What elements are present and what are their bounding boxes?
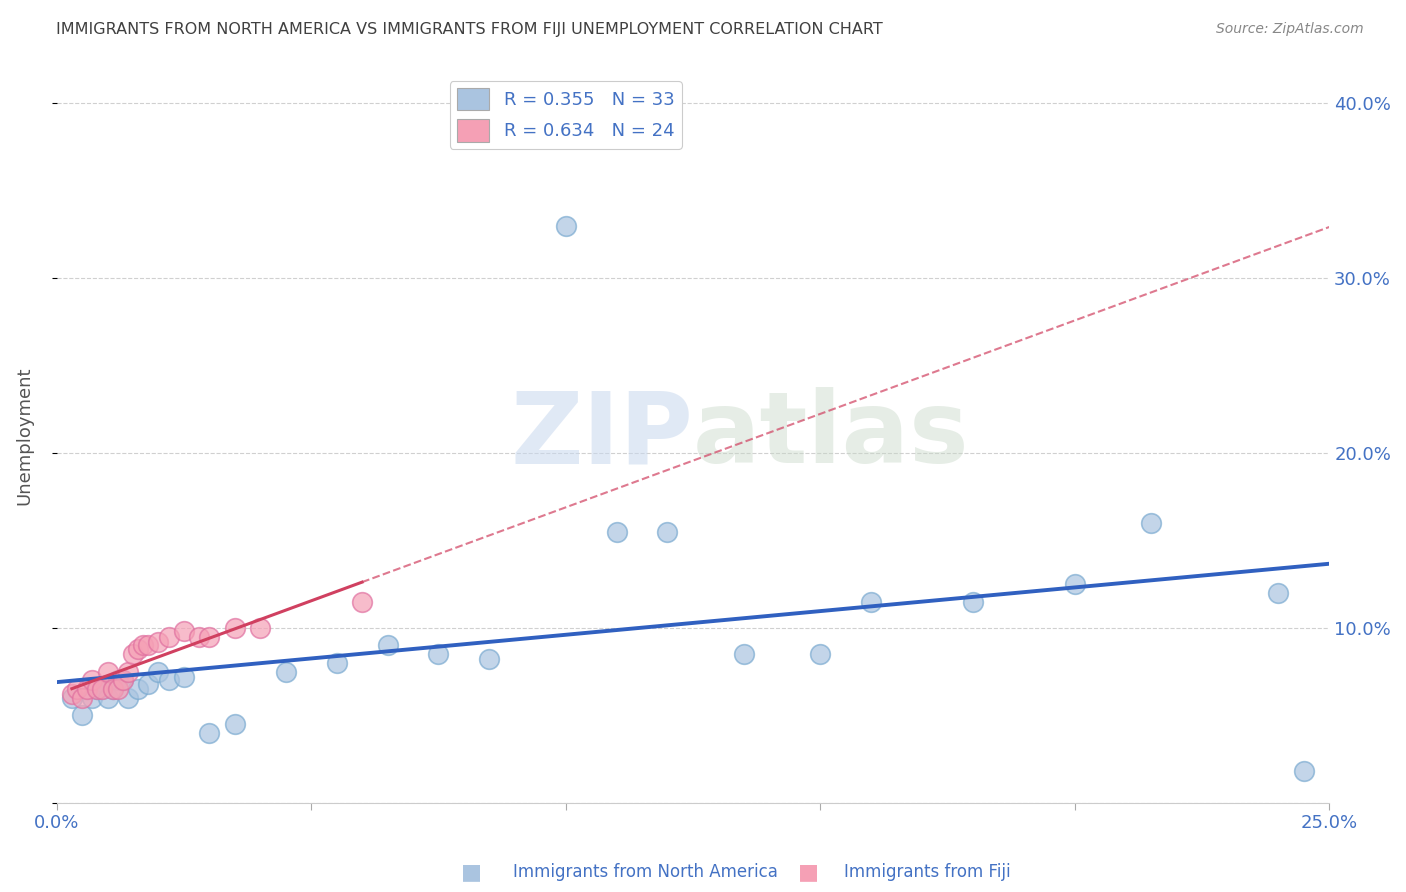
Point [1292,764,1315,779]
Point [173,670,195,684]
Point [325,656,347,670]
Point [198,725,221,739]
Point [107,673,129,688]
Point [82,690,104,705]
Point [249,621,271,635]
Point [70,690,93,705]
Point [86,681,108,696]
Point [1063,577,1085,591]
Point [808,647,831,661]
Point [66,681,89,696]
Text: Source: ZipAtlas.com: Source: ZipAtlas.com [1216,22,1364,37]
Text: Immigrants from Fiji: Immigrants from Fiji [844,863,1011,881]
Point [86,681,108,696]
Point [111,673,134,688]
Point [860,594,883,608]
Point [157,630,180,644]
Point [76,681,98,696]
Point [733,647,755,661]
Point [148,635,170,649]
Point [148,665,170,679]
Point [96,690,118,705]
Point [60,687,83,701]
Point [111,673,134,688]
Point [606,524,628,539]
Point [101,681,124,696]
Point [188,630,211,644]
Point [127,681,149,696]
Text: ■: ■ [799,863,818,882]
Point [60,690,83,705]
Point [427,647,450,661]
Point [91,681,114,696]
Point [82,673,104,688]
Point [173,624,195,639]
Text: IMMIGRANTS FROM NORTH AMERICA VS IMMIGRANTS FROM FIJI UNEMPLOYMENT CORRELATION C: IMMIGRANTS FROM NORTH AMERICA VS IMMIGRA… [56,22,883,37]
Point [962,594,984,608]
Point [224,621,246,635]
Text: ZIP: ZIP [510,387,693,484]
Point [198,630,221,644]
Text: Immigrants from North America: Immigrants from North America [513,863,778,881]
Legend: R = 0.355   N = 33, R = 0.634   N = 24: R = 0.355 N = 33, R = 0.634 N = 24 [450,81,682,149]
Point [478,652,501,666]
Point [224,717,246,731]
Text: atlas: atlas [693,387,970,484]
Point [157,673,180,688]
Point [132,638,155,652]
Point [96,665,118,679]
Point [117,665,139,679]
Point [352,594,374,608]
Point [274,665,297,679]
Point [1140,516,1163,530]
Text: ■: ■ [461,863,481,882]
Point [91,681,114,696]
Point [117,690,139,705]
Point [657,524,679,539]
Point [107,681,129,696]
Point [136,677,159,691]
Point [127,641,149,656]
Point [1267,586,1289,600]
Point [136,638,159,652]
Point [101,681,124,696]
Point [122,647,145,661]
Point [554,219,576,233]
Point [70,708,93,723]
Y-axis label: Unemployment: Unemployment [15,367,32,505]
Point [377,638,399,652]
